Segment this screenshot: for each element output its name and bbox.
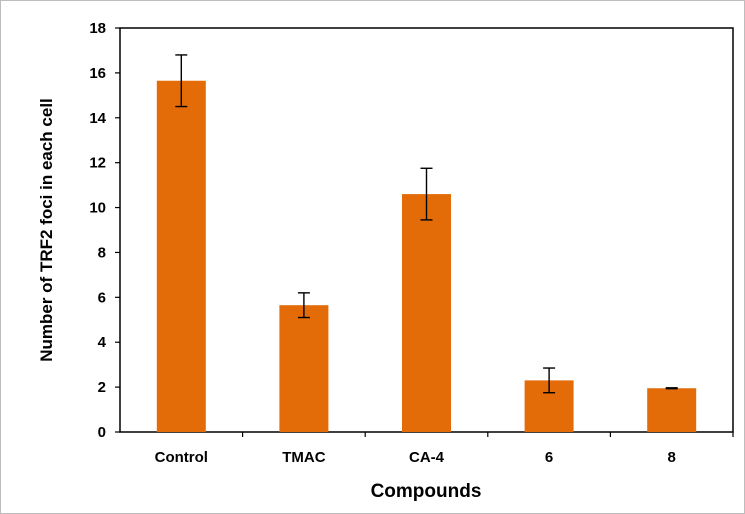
y-tick-label: 2 bbox=[98, 379, 106, 396]
bar bbox=[156, 80, 206, 432]
y-tick-label: 8 bbox=[98, 244, 106, 261]
y-tick-label: 0 bbox=[98, 424, 106, 441]
x-tick-label: CA-4 bbox=[409, 449, 445, 466]
error-bar bbox=[665, 387, 678, 390]
error-bar bbox=[175, 54, 188, 108]
x-tick-label: 6 bbox=[545, 449, 553, 466]
x-axis: Control TMAC CA-4 6 8 bbox=[155, 432, 734, 466]
y-tick-label: 6 bbox=[98, 289, 106, 306]
error-bars bbox=[175, 54, 678, 394]
x-tick-label: Control bbox=[155, 449, 208, 466]
y-tick-label: 14 bbox=[89, 110, 106, 127]
y-tick-label: 10 bbox=[89, 200, 106, 217]
bar bbox=[402, 194, 451, 432]
x-axis-title: Compounds bbox=[371, 481, 482, 502]
x-tick-label: 8 bbox=[668, 449, 676, 466]
y-axis: 0 2 4 6 8 10 12 14 16 18 bbox=[89, 20, 120, 441]
error-bar bbox=[543, 367, 556, 394]
y-tick-label: 16 bbox=[89, 65, 106, 82]
error-bar bbox=[297, 292, 310, 319]
x-tick-label: TMAC bbox=[282, 449, 325, 466]
y-tick-label: 18 bbox=[89, 20, 106, 37]
bar bbox=[647, 388, 697, 432]
y-axis-title: Number of TRF2 foci in each cell bbox=[37, 98, 56, 362]
bar bbox=[279, 305, 329, 432]
y-tick-label: 12 bbox=[89, 155, 106, 172]
error-bar bbox=[420, 167, 433, 221]
y-tick-label: 4 bbox=[98, 334, 107, 351]
